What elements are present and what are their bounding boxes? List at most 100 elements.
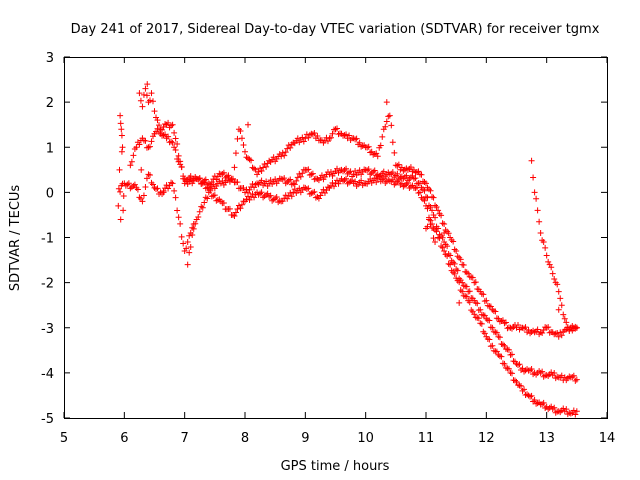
data-point-plus-marker: [171, 187, 178, 194]
data-point-plus-marker: [572, 411, 579, 418]
data-point-plus-marker: [115, 202, 122, 209]
data-point-plus-marker: [300, 184, 307, 191]
data-point-plus-marker: [499, 341, 506, 348]
data-point-plus-marker: [216, 196, 223, 203]
y-tick-label: 3: [46, 51, 54, 66]
data-point-plus-marker: [365, 143, 372, 150]
data-point-plus-marker: [287, 176, 294, 183]
data-point-plus-marker: [311, 188, 318, 195]
data-point-plus-marker: [371, 167, 378, 174]
data-point-plus-marker: [444, 243, 451, 250]
data-point-plus-marker: [409, 182, 416, 189]
data-point-plus-marker: [545, 258, 552, 265]
data-point-plus-marker: [453, 248, 460, 255]
data-point-plus-marker: [242, 148, 248, 155]
data-point-plus-marker: [432, 214, 439, 221]
data-point-plus-marker: [329, 130, 336, 137]
data-point-plus-marker: [199, 204, 206, 211]
data-point-plus-marker: [257, 165, 264, 172]
data-point-plus-marker: [267, 177, 274, 184]
data-point-plus-marker: [454, 267, 461, 274]
data-point-plus-marker: [536, 368, 543, 375]
data-point-plus-marker: [438, 212, 445, 219]
data-point-plus-marker: [116, 166, 123, 173]
data-point-plus-marker: [315, 195, 322, 202]
data-point-plus-marker: [343, 175, 350, 182]
data-point-plus-marker: [172, 194, 179, 201]
data-point-plus-marker: [505, 365, 512, 372]
data-point-plus-marker: [267, 192, 274, 199]
data-point-plus-marker: [528, 366, 535, 373]
data-point-plus-marker: [151, 108, 158, 115]
data-point-plus-marker: [560, 405, 567, 412]
x-tick-label: 8: [241, 431, 249, 446]
data-point-plus-marker: [211, 192, 218, 199]
data-point-plus-marker: [308, 130, 315, 137]
data-point-plus-marker: [174, 207, 181, 214]
data-point-plus-marker: [570, 372, 577, 379]
data-point-plus-marker: [505, 324, 512, 331]
data-point-plus-marker: [487, 324, 494, 331]
data-point-plus-marker: [184, 261, 191, 268]
data-point-plus-marker: [480, 291, 487, 298]
data-point-plus-marker: [189, 232, 196, 239]
data-point-plus-marker: [327, 134, 334, 141]
data-point-plus-marker: [358, 177, 365, 184]
data-point-plus-marker: [424, 194, 431, 201]
data-point-plus-marker: [174, 140, 181, 147]
data-point-plus-marker: [273, 194, 280, 200]
data-point-plus-marker: [430, 211, 437, 218]
data-point-plus-marker: [558, 302, 565, 309]
data-point-plus-marker: [377, 142, 384, 149]
data-point-plus-marker: [487, 343, 494, 350]
data-point-plus-marker: [300, 138, 307, 145]
data-point-plus-marker: [432, 239, 439, 246]
data-point-plus-marker: [172, 135, 179, 142]
data-point-plus-marker: [355, 141, 362, 148]
data-point-plus-marker: [186, 232, 193, 239]
data-point-plus-marker: [245, 121, 252, 128]
data-point-plus-marker: [457, 287, 464, 294]
data-point-plus-marker: [388, 122, 395, 129]
y-tick-label: -5: [41, 412, 54, 427]
data-point-plus-marker: [264, 183, 271, 190]
data-point-plus-marker: [403, 172, 410, 179]
data-point-plus-marker: [172, 146, 179, 153]
data-point-plus-marker: [415, 180, 422, 187]
data-point-plus-marker: [367, 149, 374, 156]
data-point-plus-marker: [521, 386, 528, 393]
data-point-plus-marker: [159, 190, 166, 197]
data-point-plus-marker: [407, 164, 414, 171]
data-point-plus-marker: [288, 141, 295, 148]
data-point-plus-marker: [385, 113, 392, 120]
data-point-plus-marker: [456, 254, 463, 261]
data-point-plus-marker: [447, 252, 454, 259]
data-point-plus-marker: [160, 132, 167, 139]
data-point-plus-marker: [441, 229, 448, 236]
data-point-plus-marker: [456, 299, 463, 306]
data-point-plus-marker: [255, 168, 262, 175]
data-point-plus-marker: [118, 148, 125, 155]
data-point-plus-marker: [119, 144, 126, 151]
data-point-plus-marker: [234, 179, 241, 186]
data-point-plus-marker: [433, 223, 440, 230]
data-point-plus-marker: [327, 168, 334, 175]
data-point-plus-marker: [168, 179, 175, 186]
data-point-plus-marker: [463, 293, 470, 300]
data-point-plus-marker: [311, 130, 318, 137]
data-point-plus-marker: [475, 315, 482, 322]
data-point-plus-marker: [291, 181, 298, 188]
data-point-plus-marker: [496, 334, 503, 341]
data-point-plus-marker: [299, 134, 306, 141]
data-point-plus-marker: [486, 317, 493, 324]
data-point-plus-marker: [543, 252, 550, 259]
data-point-plus-marker: [175, 214, 182, 221]
data-point-plus-marker: [131, 181, 138, 188]
data-point-plus-marker: [260, 164, 267, 171]
data-point-plus-marker: [196, 175, 203, 182]
data-point-plus-marker: [148, 90, 155, 97]
data-point-plus-marker: [463, 283, 470, 290]
data-point-plus-marker: [426, 202, 433, 209]
data-point-plus-marker: [343, 165, 350, 172]
